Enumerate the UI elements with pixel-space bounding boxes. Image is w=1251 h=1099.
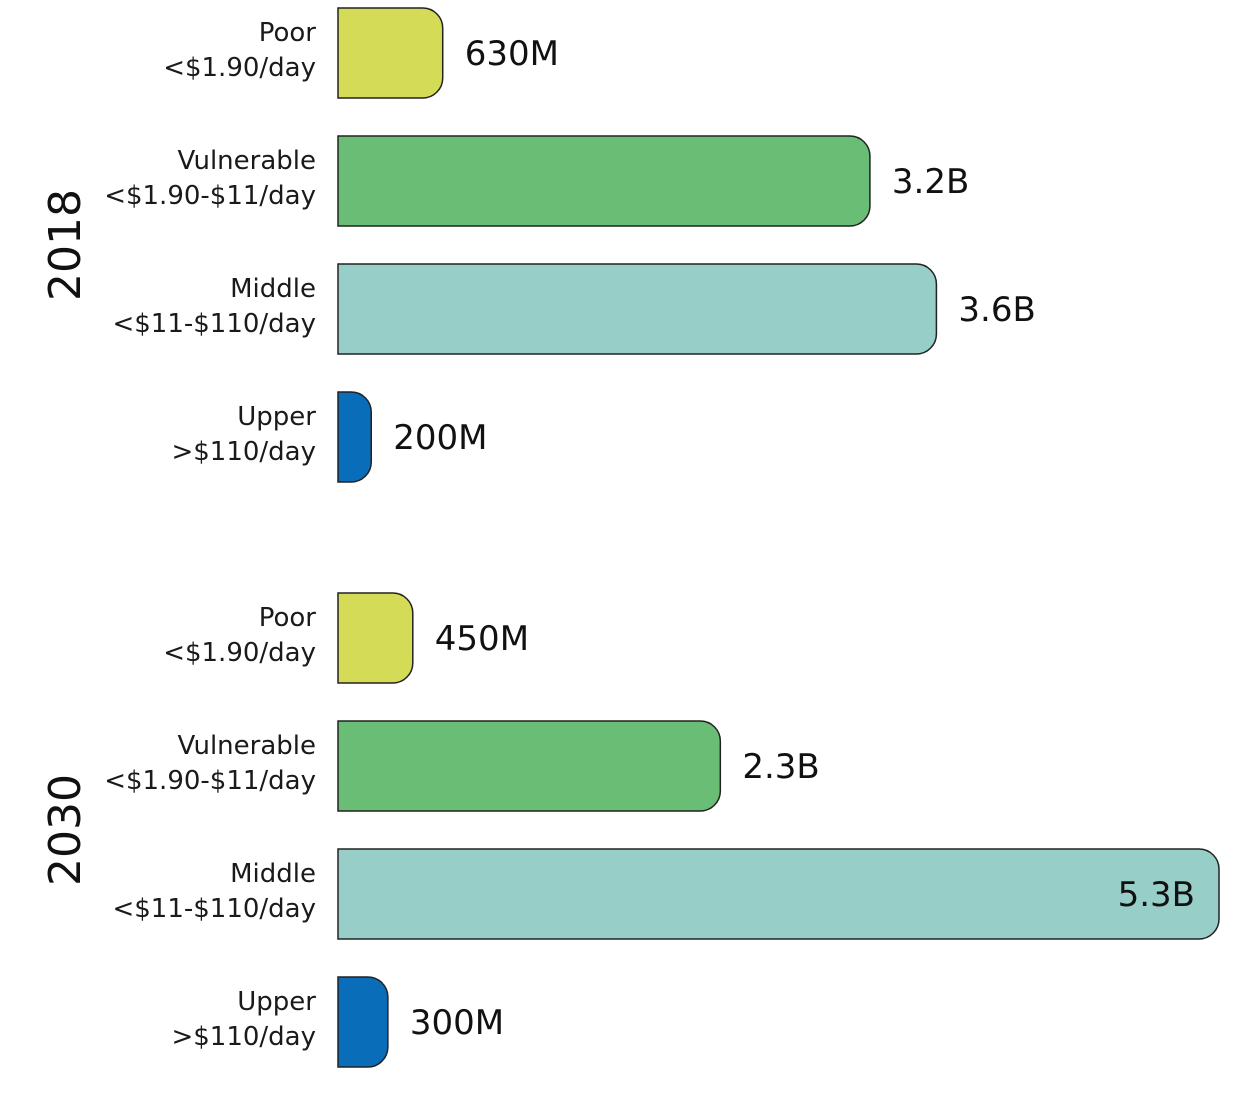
value-label-poor-2018: 630M (465, 34, 559, 74)
category-label-vulnerable-2018: Vulnerable (177, 146, 316, 176)
range-label-poor-2030: <$1.90/day (163, 638, 316, 668)
value-label-middle-2018: 3.6B (958, 290, 1035, 330)
bar-upper-2018 (337, 391, 372, 483)
range-label-middle-2018: <$11-$110/day (112, 309, 316, 339)
bar-poor-2030 (337, 592, 414, 684)
bar-vulnerable-2018 (337, 135, 871, 227)
value-label-vulnerable-2018: 3.2B (892, 162, 969, 202)
bar-vulnerable-2030 (337, 720, 722, 812)
value-label-poor-2030: 450M (435, 619, 529, 659)
value-label-upper-2030: 300M (410, 1003, 504, 1043)
category-label-middle-2018: Middle (230, 274, 316, 304)
bar-poor-2018 (337, 7, 444, 99)
category-label-upper-2018: Upper (237, 402, 316, 432)
range-label-vulnerable-2018: <$1.90-$11/day (104, 181, 316, 211)
range-label-poor-2018: <$1.90/day (163, 53, 316, 83)
category-label-poor-2018: Poor (259, 18, 317, 48)
category-label-upper-2030: Upper (237, 987, 316, 1017)
bar-upper-2030 (337, 976, 389, 1068)
bar-middle-2030 (337, 848, 1220, 940)
category-label-vulnerable-2030: Vulnerable (177, 731, 316, 761)
value-label-vulnerable-2030: 2.3B (742, 747, 819, 787)
year-label-2018: 2018 (40, 189, 91, 301)
category-label-middle-2030: Middle (230, 859, 316, 889)
value-label-upper-2018: 200M (393, 418, 487, 458)
range-label-upper-2018: >$110/day (171, 437, 316, 467)
category-label-poor-2030: Poor (259, 603, 317, 633)
bar-middle-2018 (337, 263, 938, 355)
range-label-middle-2030: <$11-$110/day (112, 894, 316, 924)
year-label-2030: 2030 (40, 774, 91, 886)
value-label-middle-2030: 5.3B (1118, 875, 1195, 915)
range-label-upper-2030: >$110/day (171, 1022, 316, 1052)
range-label-vulnerable-2030: <$1.90-$11/day (104, 766, 316, 796)
